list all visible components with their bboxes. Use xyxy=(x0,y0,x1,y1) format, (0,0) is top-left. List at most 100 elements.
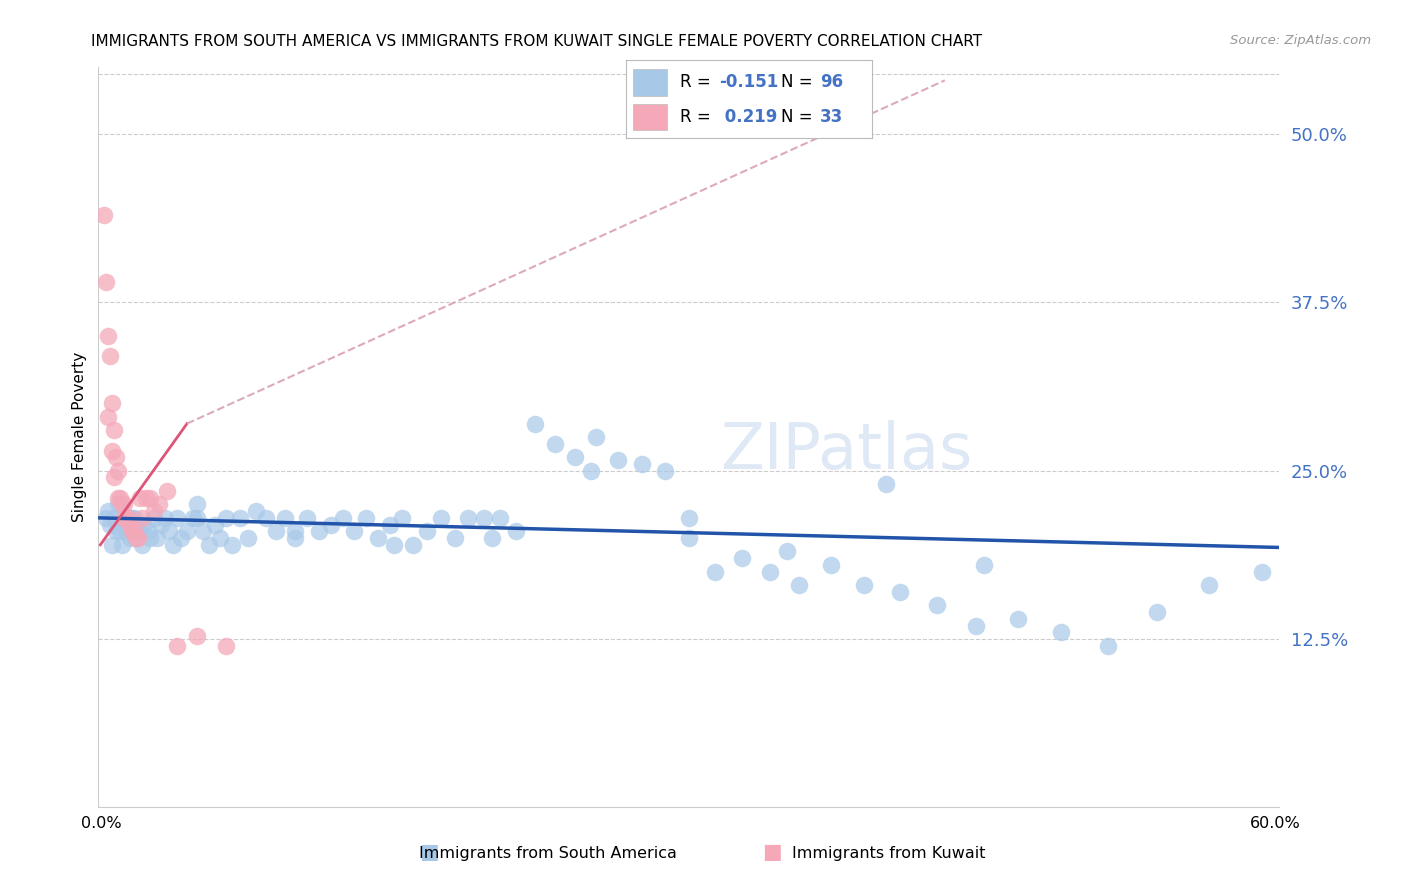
Point xyxy=(889,585,911,599)
Point xyxy=(875,477,897,491)
Point xyxy=(127,517,149,532)
Point xyxy=(93,208,115,222)
Point xyxy=(112,511,135,525)
Point xyxy=(127,531,149,545)
Point xyxy=(181,511,204,525)
Text: ■: ■ xyxy=(762,842,782,862)
Point xyxy=(121,511,143,525)
Point xyxy=(630,457,652,471)
Text: Immigrants from Kuwait: Immigrants from Kuwait xyxy=(792,847,986,861)
Text: 96: 96 xyxy=(820,73,844,91)
Point xyxy=(117,511,139,525)
Point xyxy=(121,524,143,539)
Point xyxy=(308,524,330,539)
Point xyxy=(209,531,232,545)
Text: 0.219: 0.219 xyxy=(720,108,778,126)
Point xyxy=(197,538,219,552)
Point xyxy=(264,524,287,539)
Point xyxy=(430,511,453,525)
Point xyxy=(148,497,170,511)
Point xyxy=(585,430,607,444)
Point xyxy=(132,517,155,532)
Text: 0.0%: 0.0% xyxy=(82,816,121,830)
Point xyxy=(678,531,700,545)
Point xyxy=(579,464,602,478)
Point xyxy=(108,524,131,539)
Point xyxy=(101,396,124,410)
Point xyxy=(142,511,165,525)
Point xyxy=(115,524,138,539)
Point xyxy=(505,524,527,539)
Point xyxy=(489,511,512,525)
Point xyxy=(135,491,157,505)
Point xyxy=(111,538,134,552)
Point xyxy=(166,639,188,653)
Point xyxy=(122,524,145,539)
Point xyxy=(191,524,214,539)
Point xyxy=(115,511,138,525)
Text: -0.151: -0.151 xyxy=(720,73,779,91)
Text: R =: R = xyxy=(681,73,716,91)
Point xyxy=(112,511,135,525)
Point xyxy=(97,504,120,518)
Point xyxy=(156,483,179,498)
Point xyxy=(254,511,277,525)
Point xyxy=(820,558,842,572)
Point xyxy=(186,497,208,511)
Point xyxy=(103,470,125,484)
Point xyxy=(229,511,252,525)
Point xyxy=(472,511,495,525)
Point xyxy=(678,511,700,525)
Point xyxy=(787,578,810,592)
Point xyxy=(128,491,150,505)
Point xyxy=(107,491,129,505)
Point xyxy=(378,517,401,532)
Point xyxy=(170,531,193,545)
Text: N =: N = xyxy=(780,73,817,91)
Point xyxy=(925,599,948,613)
Point xyxy=(776,544,799,558)
Point xyxy=(97,409,120,424)
Point xyxy=(118,517,141,532)
Point xyxy=(97,329,120,343)
Point xyxy=(973,558,995,572)
Point xyxy=(391,511,413,525)
Point xyxy=(186,511,208,525)
Point xyxy=(343,524,366,539)
Point xyxy=(319,517,342,532)
Point xyxy=(118,511,141,525)
Point xyxy=(117,511,139,525)
Point xyxy=(125,531,148,545)
Point xyxy=(150,517,173,532)
Point xyxy=(108,491,131,505)
Point xyxy=(157,524,180,539)
Point xyxy=(245,504,267,518)
Point xyxy=(544,437,567,451)
Point xyxy=(284,524,307,539)
Point xyxy=(107,464,129,478)
Point xyxy=(416,524,439,539)
Point xyxy=(142,504,165,518)
Point xyxy=(443,531,465,545)
Point xyxy=(1146,605,1168,619)
Point xyxy=(138,531,160,545)
Point xyxy=(136,524,159,539)
Point xyxy=(703,565,725,579)
Point xyxy=(274,511,297,525)
Text: N =: N = xyxy=(780,108,817,126)
Point xyxy=(128,524,150,539)
Point xyxy=(118,531,141,545)
Point xyxy=(215,639,238,653)
Point xyxy=(215,511,238,525)
Point xyxy=(367,531,389,545)
Text: Immigrants from South America: Immigrants from South America xyxy=(419,847,678,861)
Text: IMMIGRANTS FROM SOUTH AMERICA VS IMMIGRANTS FROM KUWAIT SINGLE FEMALE POVERTY CO: IMMIGRANTS FROM SOUTH AMERICA VS IMMIGRA… xyxy=(91,34,983,49)
Point xyxy=(481,531,503,545)
Bar xyxy=(633,70,668,95)
Point xyxy=(112,497,135,511)
Text: 60.0%: 60.0% xyxy=(1250,816,1301,830)
Point xyxy=(107,497,129,511)
Point xyxy=(607,453,630,467)
Y-axis label: Single Female Poverty: Single Female Poverty xyxy=(72,352,87,522)
Point xyxy=(105,450,128,465)
